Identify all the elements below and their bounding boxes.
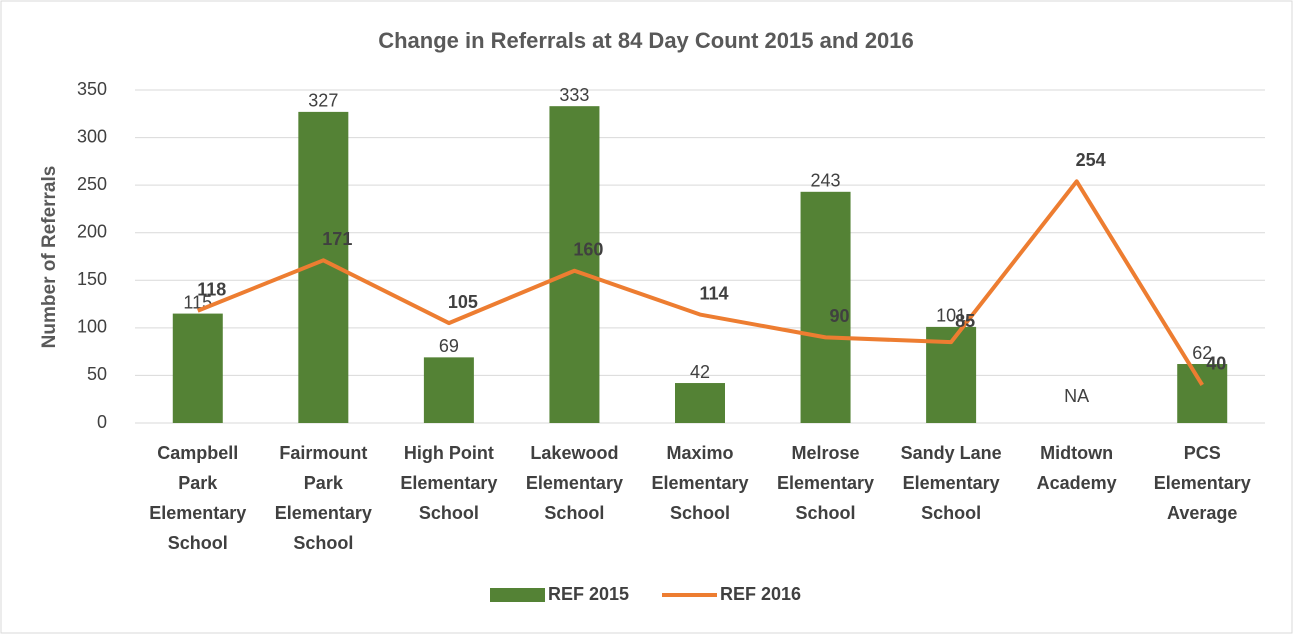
bar xyxy=(800,191,851,423)
line-data-label: 171 xyxy=(322,229,352,249)
bar xyxy=(675,383,725,423)
bar-data-label: 62 xyxy=(1192,343,1212,363)
y-tick-label: 0 xyxy=(97,412,107,432)
line-data-label: 105 xyxy=(448,292,478,312)
x-tick-label: Sandy Lane Elementary School xyxy=(900,443,1002,523)
line-data-label: 254 xyxy=(1076,150,1106,170)
line-data-label: 114 xyxy=(699,283,728,303)
y-tick-label: 50 xyxy=(87,364,107,384)
line-data-label: 160 xyxy=(573,240,603,260)
line-data-label: 90 xyxy=(830,306,850,326)
x-tick-label: Fairmount Park Elementary School xyxy=(274,443,372,553)
bar-data-label: 327 xyxy=(308,91,338,111)
bar-data-label: 42 xyxy=(690,362,710,382)
y-tick-label: 250 xyxy=(77,174,107,194)
line-data-label: 85 xyxy=(955,311,975,331)
bar xyxy=(172,313,223,423)
line-data-label: 40 xyxy=(1206,354,1226,374)
x-tick-label: High Point Elementary School xyxy=(400,443,498,523)
legend-label: REF 2015 xyxy=(548,584,629,604)
line-data-label: 118 xyxy=(197,279,226,299)
legend-swatch xyxy=(490,588,545,602)
x-tick-label: Maximo Elementary School xyxy=(651,443,749,523)
y-tick-label: 300 xyxy=(77,126,107,146)
x-tick-label: Midtown Academy xyxy=(1036,443,1117,493)
y-tick-label: 350 xyxy=(77,79,107,99)
bar-data-label: 69 xyxy=(439,336,459,356)
x-tick-label: PCS Elementary Average xyxy=(1153,443,1251,523)
y-tick-label: 200 xyxy=(77,221,107,241)
line xyxy=(197,179,1204,386)
x-tick-label: Campbell Park Elementary School xyxy=(149,443,247,553)
bar-data-label: 333 xyxy=(559,85,589,105)
bar xyxy=(1177,364,1228,423)
y-tick-label: 150 xyxy=(77,269,107,289)
x-tick-label: Melrose Elementary School xyxy=(777,443,875,523)
bar xyxy=(549,106,600,423)
legend-label: REF 2016 xyxy=(720,584,801,604)
x-tick-label: Lakewood Elementary School xyxy=(525,443,623,523)
bar xyxy=(423,357,474,423)
bar-data-label: 243 xyxy=(811,171,841,191)
y-tick-label: 100 xyxy=(77,317,107,337)
y-axis-label: Number of Referrals xyxy=(39,166,60,349)
bar-data-label: 101 xyxy=(936,306,966,326)
bar-data-label: NA xyxy=(1064,386,1089,406)
chart-title: Change in Referrals at 84 Day Count 2015… xyxy=(378,28,914,53)
